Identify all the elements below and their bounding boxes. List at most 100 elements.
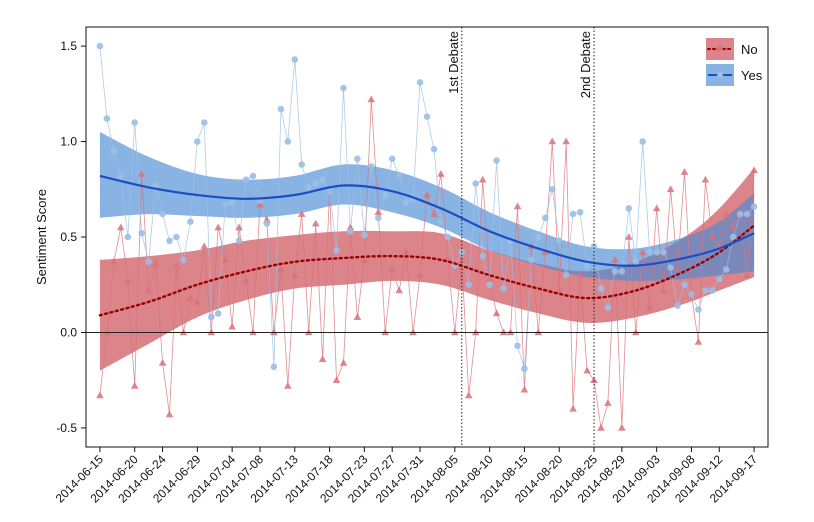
- band-yes: [99, 132, 755, 281]
- point-yes: [653, 249, 660, 256]
- legend-label-no: No: [741, 42, 758, 57]
- point-no: [297, 210, 306, 217]
- point-no: [311, 219, 320, 227]
- point-yes: [395, 172, 403, 180]
- point-no: [221, 255, 229, 263]
- y-tick-label: 0.5: [60, 230, 77, 244]
- point-yes: [549, 186, 556, 193]
- point-no: [381, 328, 389, 336]
- point-no: [402, 248, 410, 256]
- point-yes: [604, 304, 612, 311]
- point-yes: [354, 155, 361, 162]
- point-no: [374, 208, 383, 215]
- point-no: [534, 328, 543, 336]
- y-tick-label: 1.0: [60, 135, 77, 149]
- chart-layer-trends: [98, 174, 756, 317]
- point-yes: [576, 208, 584, 216]
- point-no: [478, 175, 487, 183]
- point-yes: [528, 256, 535, 264]
- point-no: [583, 366, 591, 374]
- point-no: [659, 286, 668, 294]
- point-yes: [709, 287, 716, 294]
- point-yes: [166, 237, 173, 245]
- point-yes: [201, 119, 208, 126]
- point-no: [137, 170, 146, 177]
- point-yes: [521, 365, 528, 373]
- point-yes: [96, 42, 104, 50]
- point-yes: [569, 210, 577, 218]
- point-no: [645, 303, 654, 311]
- point-yes: [743, 210, 751, 218]
- point-yes: [249, 172, 257, 180]
- point-no: [130, 381, 139, 389]
- y-tick-label: 0.0: [60, 325, 77, 339]
- point-no: [569, 404, 577, 412]
- band-no: [99, 168, 755, 371]
- y-tick-label: 1.5: [60, 39, 77, 53]
- point-yes: [674, 302, 681, 310]
- point-yes: [535, 233, 542, 241]
- point-no: [625, 233, 633, 240]
- point-yes: [326, 187, 333, 195]
- point-no: [346, 223, 355, 231]
- point-no: [277, 265, 285, 273]
- point-yes: [660, 249, 667, 256]
- point-yes: [173, 233, 180, 241]
- point-yes: [590, 243, 598, 250]
- point-no: [332, 376, 341, 383]
- point-yes: [284, 138, 292, 145]
- point-no: [228, 322, 236, 330]
- point-no: [729, 223, 737, 231]
- point-yes: [312, 180, 320, 187]
- point-no: [513, 202, 522, 210]
- point-yes: [465, 281, 473, 289]
- point-no: [548, 137, 557, 145]
- point-no: [291, 271, 299, 278]
- point-yes: [722, 266, 730, 273]
- point-yes: [667, 264, 674, 271]
- point-no: [423, 191, 431, 198]
- point-no: [110, 257, 118, 265]
- point-yes: [117, 172, 125, 180]
- point-yes: [618, 268, 626, 275]
- point-no: [597, 423, 605, 431]
- point-yes: [131, 119, 138, 126]
- point-no: [562, 137, 570, 145]
- point-yes: [381, 191, 389, 199]
- point-no: [96, 391, 104, 399]
- point-yes: [319, 176, 326, 183]
- point-yes: [736, 210, 744, 218]
- point-yes: [583, 262, 591, 269]
- chart-layer-points: [96, 42, 758, 431]
- point-yes: [750, 203, 758, 210]
- point-no: [270, 328, 278, 336]
- point-yes: [180, 256, 187, 264]
- point-no: [743, 271, 751, 278]
- point-yes: [695, 306, 702, 313]
- point-no: [165, 410, 174, 418]
- point-yes: [340, 84, 347, 92]
- point-no: [590, 376, 598, 383]
- point-no: [284, 381, 292, 389]
- point-yes: [437, 218, 445, 225]
- point-no: [673, 265, 682, 273]
- point-yes: [486, 281, 493, 289]
- trend-line-no: [98, 224, 756, 317]
- point-no: [555, 286, 563, 294]
- point-yes: [493, 157, 500, 164]
- legend-marker-no: [716, 44, 724, 51]
- point-yes: [514, 342, 521, 350]
- point-yes: [479, 252, 487, 260]
- point-yes: [138, 229, 145, 237]
- point-yes: [423, 113, 431, 120]
- point-yes: [235, 237, 243, 245]
- point-yes: [500, 285, 507, 292]
- point-yes: [347, 228, 354, 235]
- point-yes: [416, 79, 424, 86]
- point-no: [611, 255, 619, 263]
- point-no: [492, 309, 501, 317]
- debate-label: 1st Debate: [446, 31, 461, 94]
- point-yes: [152, 182, 159, 189]
- point-no: [485, 275, 494, 282]
- point-no: [465, 391, 473, 399]
